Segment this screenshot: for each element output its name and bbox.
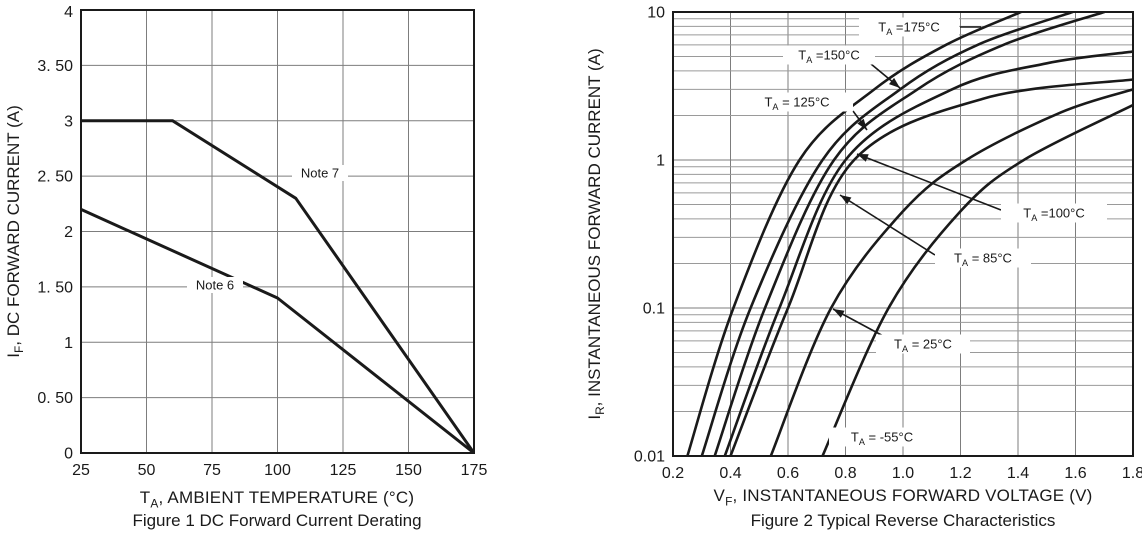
x-tick-label: 50: [138, 462, 156, 479]
y-tick-label: 1: [64, 335, 73, 352]
x-tick-label: 100: [264, 462, 291, 479]
x-tick-label: 1.6: [1064, 465, 1086, 482]
annotation-label-box: [935, 248, 1031, 268]
y-tick-label: 0.01: [634, 449, 665, 466]
curves: [80, 119, 475, 454]
y-tick-label: 4: [64, 4, 73, 21]
annotation-label-box: [859, 17, 959, 37]
annotation-arrowhead: [833, 309, 845, 318]
annotation-label-box: [829, 427, 935, 447]
annotation-leader-line: [839, 194, 936, 256]
annotation-arrowhead: [889, 77, 900, 88]
x2-symbol: V: [713, 486, 726, 505]
annotation-label: TA = 85°C: [954, 251, 1012, 268]
y-tick-label: 1: [656, 153, 665, 170]
annotation-arrowhead: [857, 154, 869, 162]
y-tick-label: 10: [647, 5, 665, 22]
curve-ta25c: [769, 88, 1134, 457]
plot-border: [80, 9, 475, 454]
x-tick-label: 175: [461, 462, 488, 479]
annotation-label: TA = 125°C: [764, 95, 829, 112]
x-tick-label: 1.2: [949, 465, 971, 482]
figure-1-caption: Figure 1 DC Forward Current Derating: [132, 511, 422, 530]
annotation-label-box: [1001, 203, 1107, 223]
curve-ta125c: [713, 11, 1106, 457]
y-tick-label: 2: [64, 224, 73, 241]
annotation-label: TA =150°C: [798, 48, 860, 65]
y-tick-label: 1. 50: [37, 279, 73, 296]
figure-1-chart: 25 50 75 100 125 150 175 4 3. 50 3 2. 50 2 1. 50 1 0. …: [4, 4, 488, 479]
x1-symbol: T: [139, 488, 151, 507]
annotation-arrowhead: [840, 195, 852, 205]
annotation-label: Note 6: [196, 278, 234, 293]
curve-ta-55c: [821, 103, 1134, 457]
annotation-label-box: [783, 45, 875, 65]
x-tick-label: 1.0: [892, 465, 914, 482]
x-tick-label: 0.6: [777, 465, 799, 482]
x-tick-label: 75: [203, 462, 221, 479]
x1-title-text: , AMBIENT TEMPERATURE (°C): [158, 488, 415, 507]
x-tick-label: 0.4: [719, 465, 741, 482]
annotation-label: Note 7: [301, 166, 339, 181]
annotation-label-box: [292, 165, 348, 181]
figure-1-x-axis-title: TA, AMBIENT TEMPERATURE (°C): [57, 488, 497, 510]
annotation-label-box: [741, 92, 853, 112]
curve-ta150c: [700, 11, 1074, 457]
y-tick-label: 0: [64, 446, 73, 463]
x-tick-label: 0.2: [662, 465, 684, 482]
figure-2-caption: Figure 2 Typical Reverse Characteristics: [750, 511, 1056, 530]
x1-symbol-subscript: A: [150, 496, 159, 511]
y-tick-label: 0.1: [643, 301, 665, 318]
annotations: TA =175°C TA =150°C TA = 125°C TA =100°C TA …: [741, 17, 1107, 447]
y-tick-label: 3. 50: [37, 58, 73, 75]
figure-2-x-axis-title: VF, INSTANTANEOUS FORWARD VOLTAGE (V): [673, 486, 1133, 508]
x-tick-label: 25: [72, 462, 90, 479]
annotation-arrowhead: [857, 118, 867, 130]
annotation-label-box: [876, 334, 970, 354]
x-tick-label: 0.8: [834, 465, 856, 482]
x-tick-label: 1.4: [1007, 465, 1029, 482]
annotation-leader-line: [856, 153, 1002, 211]
annotation-label-box: [187, 277, 243, 293]
annotations: Note 7 Note 6: [187, 165, 348, 293]
y-tick-label: 2. 50: [37, 169, 73, 186]
y-tick-label: 0. 50: [37, 390, 73, 407]
x2-title-text: , INSTANTANEOUS FORWARD VOLTAGE (V): [732, 486, 1093, 505]
x2-symbol-subscript: F: [725, 494, 733, 509]
curve-ta85c: [729, 78, 1134, 457]
y-tick-label: 3: [64, 113, 73, 130]
x-tick-label: 150: [395, 462, 422, 479]
figure-2-chart: 0.2 0.4 0.6 0.8 1.0 1.2 1.4 1.6 1.8 10 1 0.1 0.01 IR,…: [585, 5, 1142, 483]
x-tick-label: 125: [330, 462, 357, 479]
curve-ta100c: [723, 50, 1134, 457]
annotation-label: TA =175°C: [878, 20, 940, 37]
x-tick-label: 1.8: [1122, 465, 1142, 482]
y-axis-title: IR, INSTANTANEOUS FORWARD CURRENT (A): [585, 48, 607, 419]
plot-border: [672, 11, 1134, 457]
curves: [686, 11, 1134, 457]
curve-note7: [80, 119, 475, 454]
annotation-label: TA = 25°C: [894, 337, 952, 354]
curve-note6: [80, 207, 475, 454]
y-axis-title: IF, DC FORWARD CURRENT (A): [4, 105, 26, 358]
curve-ta175c: [686, 11, 1023, 457]
gridlines: [80, 9, 475, 454]
annotation-label: TA =100°C: [1023, 206, 1085, 223]
annotation-label: TA = -55°C: [851, 430, 913, 447]
